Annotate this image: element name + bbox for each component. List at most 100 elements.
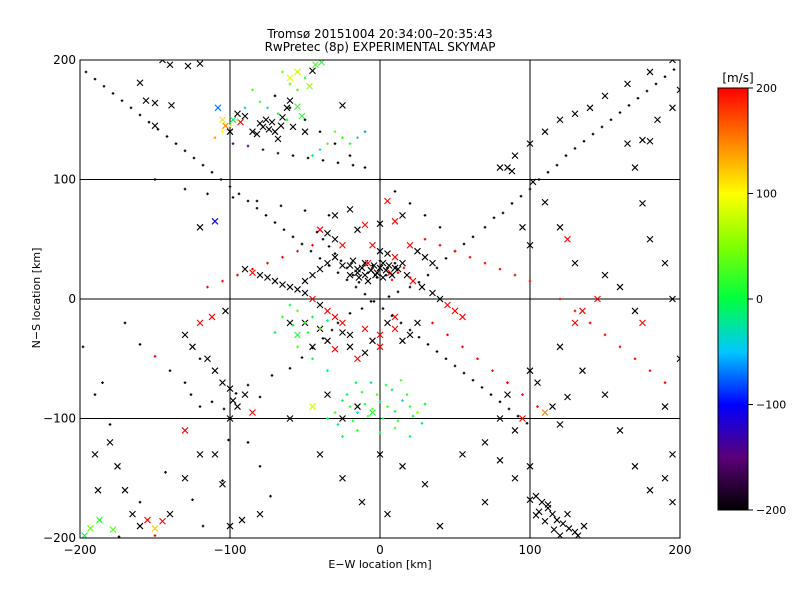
data-point-x (144, 516, 151, 524)
data-point-plus (318, 148, 322, 151)
data-point-plus (378, 400, 382, 404)
data-point-x (294, 103, 301, 110)
data-point-x (571, 110, 579, 118)
data-point-plus (210, 171, 214, 174)
data-point-x (94, 486, 102, 494)
data-point-plus (390, 388, 394, 392)
data-point-plus (93, 77, 97, 81)
data-point-plus (501, 211, 505, 215)
data-point-x (265, 125, 273, 133)
data-point-plus (528, 187, 532, 191)
data-point-x (136, 79, 144, 87)
data-point-plus (396, 271, 400, 275)
data-point-plus (402, 266, 406, 270)
data-point-x (159, 517, 166, 525)
data-point-x (324, 391, 331, 398)
data-point-plus (536, 405, 539, 408)
data-point-x (196, 319, 204, 327)
data-point-x (316, 450, 324, 458)
data-point-plus (251, 88, 254, 92)
y-tick-label: −200 (43, 531, 76, 545)
data-point-plus (326, 369, 329, 372)
data-point-plus (546, 171, 550, 174)
data-point-plus (375, 393, 379, 396)
data-point-plus (165, 135, 169, 138)
data-point-plus (356, 136, 359, 139)
data-point-plus (375, 276, 379, 279)
data-point-plus (416, 411, 419, 414)
data-point-x (121, 486, 129, 494)
data-point-x (646, 68, 654, 76)
data-point-x (339, 474, 346, 482)
data-point-x (226, 385, 234, 393)
data-point-x (283, 104, 291, 112)
data-point-x (96, 516, 103, 524)
data-point-x (391, 264, 399, 272)
data-point-plus (408, 276, 412, 279)
data-point-plus (348, 154, 352, 157)
data-point-plus (326, 142, 329, 145)
data-point-x (549, 403, 556, 410)
x-tick-label: 0 (376, 543, 384, 557)
data-point-x (661, 259, 669, 267)
data-point-x (646, 137, 654, 145)
data-point-plus (246, 199, 250, 203)
data-point-plus (201, 163, 205, 167)
data-point-plus (288, 82, 292, 86)
data-point-x (331, 211, 339, 219)
data-point-plus (378, 178, 382, 181)
data-point-x (339, 102, 346, 109)
data-point-x (361, 325, 369, 333)
y-tick-label: 0 (68, 292, 76, 306)
chart-subtitle: RwPretec (8p) EXPERIMENTAL SKYMAP (265, 40, 496, 54)
data-point-x (249, 409, 256, 416)
data-point-plus (627, 104, 631, 107)
data-point-x (661, 474, 669, 482)
data-point-x (129, 510, 136, 518)
data-point-plus (81, 345, 85, 349)
data-point-x (496, 164, 504, 171)
data-point-x (541, 198, 549, 206)
data-point-plus (408, 285, 412, 289)
data-point-plus (381, 417, 385, 420)
data-point-x (556, 223, 564, 231)
data-point-x (324, 337, 331, 345)
data-point-plus (663, 381, 667, 384)
data-point-plus (471, 235, 475, 239)
data-point-plus (386, 405, 389, 408)
data-point-plus (315, 230, 319, 234)
data-point-plus (399, 378, 403, 382)
data-point-x (631, 307, 639, 315)
data-point-plus (234, 392, 238, 395)
data-point-plus (618, 111, 622, 114)
data-point-x (669, 60, 676, 64)
data-point-plus (303, 76, 307, 80)
data-point-plus (354, 285, 358, 289)
data-point-plus (369, 381, 373, 384)
colorbar-label: [m/s] (722, 71, 753, 85)
data-point-plus (266, 106, 269, 110)
data-point-plus (300, 242, 304, 246)
data-point-plus (378, 259, 382, 263)
x-axis-label: E−W location [km] (328, 558, 431, 571)
data-point-x (639, 136, 646, 144)
data-point-plus (354, 381, 358, 384)
data-point-x (579, 307, 586, 315)
data-point-plus (573, 147, 577, 150)
data-point-x (388, 271, 396, 279)
x-tick-label: 100 (519, 543, 542, 557)
data-point-plus (345, 393, 349, 396)
data-point-plus (345, 278, 349, 282)
data-point-plus (519, 194, 523, 198)
data-point-plus (330, 328, 334, 332)
data-point-plus (309, 249, 313, 253)
data-point-plus (348, 142, 352, 145)
data-point-plus (618, 345, 622, 349)
data-point-plus (408, 405, 412, 408)
data-point-x (451, 307, 459, 315)
data-point-x (616, 283, 624, 291)
data-point-x (211, 450, 219, 458)
data-point-plus (321, 337, 325, 340)
data-point-plus (221, 279, 224, 283)
data-point-x (184, 62, 192, 70)
